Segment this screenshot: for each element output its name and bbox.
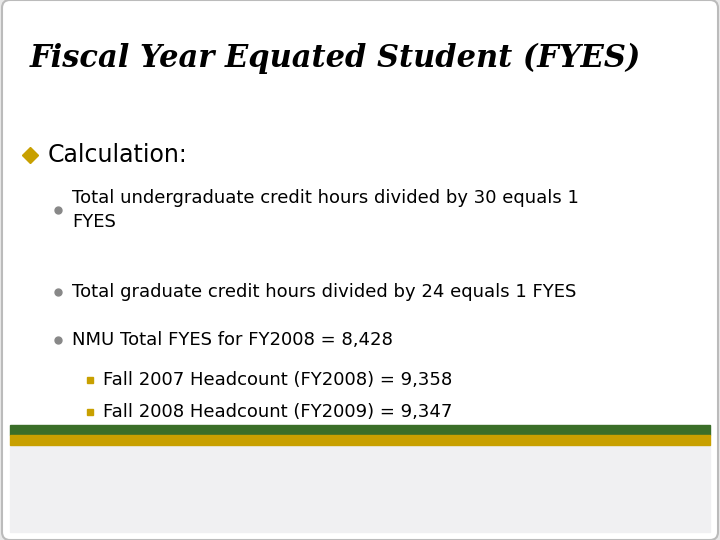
Bar: [10, 435, 710, 445]
Text: Fall 2008 Headcount (FY2009) = 9,347: Fall 2008 Headcount (FY2009) = 9,347: [103, 403, 452, 421]
Bar: [10, 425, 710, 435]
Text: NMU Total FYES for FY2008 = 8,428: NMU Total FYES for FY2008 = 8,428: [72, 331, 393, 349]
Text: Total undergraduate credit hours divided by 30 equals 1
FYES: Total undergraduate credit hours divided…: [72, 189, 579, 231]
Text: Total graduate credit hours divided by 24 equals 1 FYES: Total graduate credit hours divided by 2…: [72, 283, 577, 301]
Text: Calculation:: Calculation:: [48, 143, 188, 167]
Text: Fall 2007 Headcount (FY2008) = 9,358: Fall 2007 Headcount (FY2008) = 9,358: [103, 371, 452, 389]
Bar: [10, 445, 710, 532]
Text: Fiscal Year Equated Student (FYES): Fiscal Year Equated Student (FYES): [30, 43, 642, 73]
